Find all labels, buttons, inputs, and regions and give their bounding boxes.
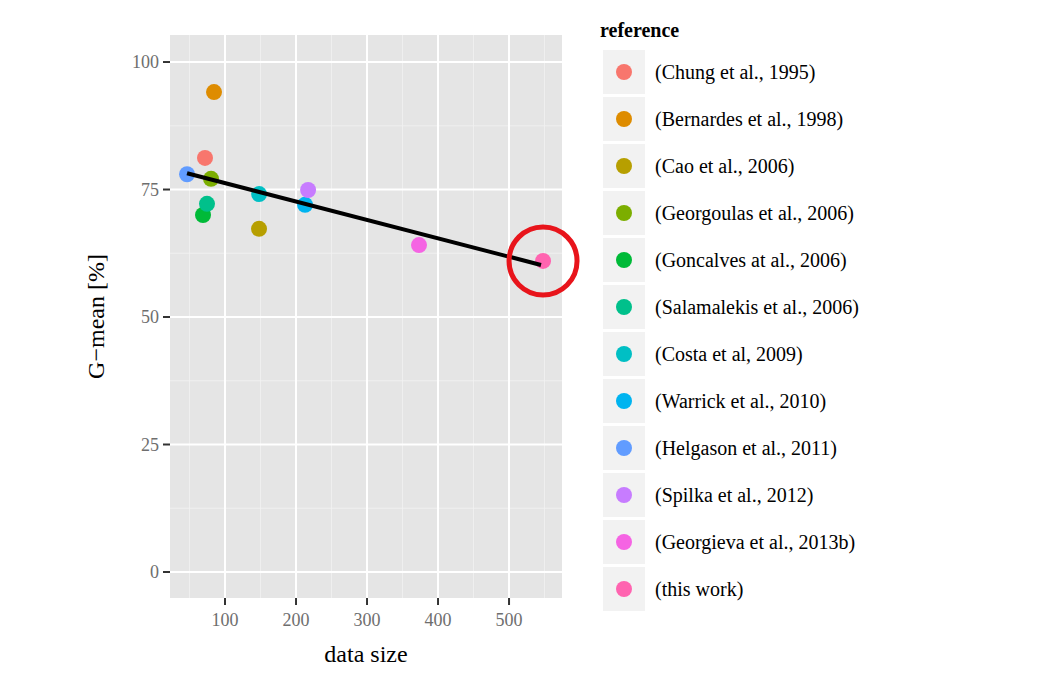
marks	[179, 84, 551, 269]
tick-label: 100	[132, 52, 159, 72]
grid-line	[437, 35, 439, 598]
tick-label: 25	[141, 435, 159, 455]
legend-label: (Warrick et al., 2010)	[655, 390, 826, 413]
legend-key	[603, 473, 645, 517]
legend-label: (Costa et al, 2009)	[655, 343, 803, 366]
x-axis-label: data size	[324, 641, 407, 667]
legend-key	[603, 520, 645, 564]
minor-grid-line	[170, 125, 562, 126]
point	[300, 182, 316, 198]
trend-line	[187, 173, 541, 265]
tick-label: 50	[141, 307, 159, 327]
y-axis-label: G−mean [%]	[83, 254, 109, 379]
grid-line	[170, 61, 562, 63]
legend-marker	[616, 299, 632, 315]
tick-mark	[295, 598, 297, 605]
legend-key	[603, 191, 645, 235]
legend-marker	[616, 487, 632, 503]
legend-label: (Georgoulas et al., 2006)	[655, 202, 854, 225]
grid-line	[170, 571, 562, 573]
legend-marker	[616, 252, 632, 268]
legend-marker	[616, 393, 632, 409]
tick-label: 100	[212, 610, 239, 630]
legend-marker	[616, 64, 632, 80]
point	[199, 196, 215, 212]
tick-mark	[224, 598, 226, 605]
legend-marker	[616, 158, 632, 174]
minor-grid-line	[170, 380, 562, 381]
tick-mark	[163, 316, 170, 318]
grid-line	[508, 35, 510, 598]
legend-marker	[616, 111, 632, 127]
point	[411, 237, 427, 253]
legend-marker	[616, 440, 632, 456]
tick-mark	[366, 598, 368, 605]
tick-mark	[163, 189, 170, 191]
background	[0, 0, 1048, 689]
legend-label: (Bernardes et al., 1998)	[655, 108, 843, 131]
legend-marker	[616, 581, 632, 597]
legend-label: (this work)	[655, 578, 743, 601]
grid	[170, 35, 562, 598]
legend-label: (Helgason et al., 2011)	[655, 437, 837, 460]
legend-label: (Cao et al., 2006)	[655, 155, 794, 178]
highlight-circle	[509, 227, 577, 295]
legend-key	[603, 285, 645, 329]
tick-label: 0	[150, 562, 159, 582]
legend-key	[603, 332, 645, 376]
tick-mark	[437, 598, 439, 605]
tick-mark	[508, 598, 510, 605]
tick-label: 400	[425, 610, 452, 630]
legend-label: (Spilka et al., 2012)	[655, 484, 813, 507]
grid-line	[366, 35, 368, 598]
tick-label: 75	[141, 180, 159, 200]
legend-label: (Salamalekis et al., 2006)	[655, 296, 859, 319]
grid-line	[170, 444, 562, 446]
tick-label: 300	[354, 610, 381, 630]
tick-label: 200	[283, 610, 310, 630]
legend-key	[603, 379, 645, 423]
minor-grid-line	[170, 508, 562, 509]
point	[197, 150, 213, 166]
tick-mark	[163, 444, 170, 446]
point	[206, 84, 222, 100]
legend-marker	[616, 346, 632, 362]
legend-marker	[616, 534, 632, 550]
legend-label: (Georgieva et al., 2013b)	[655, 531, 855, 554]
grid-line	[295, 35, 297, 598]
point	[535, 253, 551, 269]
tick-mark	[163, 571, 170, 573]
legend-key	[603, 567, 645, 611]
grid-line	[224, 35, 226, 598]
legend-title: reference	[600, 19, 679, 41]
legend-label: (Chung et al., 1995)	[655, 61, 816, 84]
tick-label: 500	[496, 610, 523, 630]
plot-panel	[170, 35, 562, 598]
legend-key	[603, 50, 645, 94]
legend-key	[603, 144, 645, 188]
legend-key	[603, 238, 645, 282]
chart: 0 25 50 75 100 100 200 300 400 500 data size G−mean…	[0, 0, 1048, 689]
legend-marker	[616, 205, 632, 221]
grid-line	[170, 189, 562, 191]
legend: reference (Chung et al., 1995) (Bernardes …	[600, 19, 859, 611]
point	[251, 221, 267, 237]
legend-label: (Goncalves at al., 2006)	[655, 249, 847, 272]
legend-key	[603, 97, 645, 141]
legend-key	[603, 426, 645, 470]
grid-line	[170, 316, 562, 318]
tick-mark	[163, 61, 170, 63]
